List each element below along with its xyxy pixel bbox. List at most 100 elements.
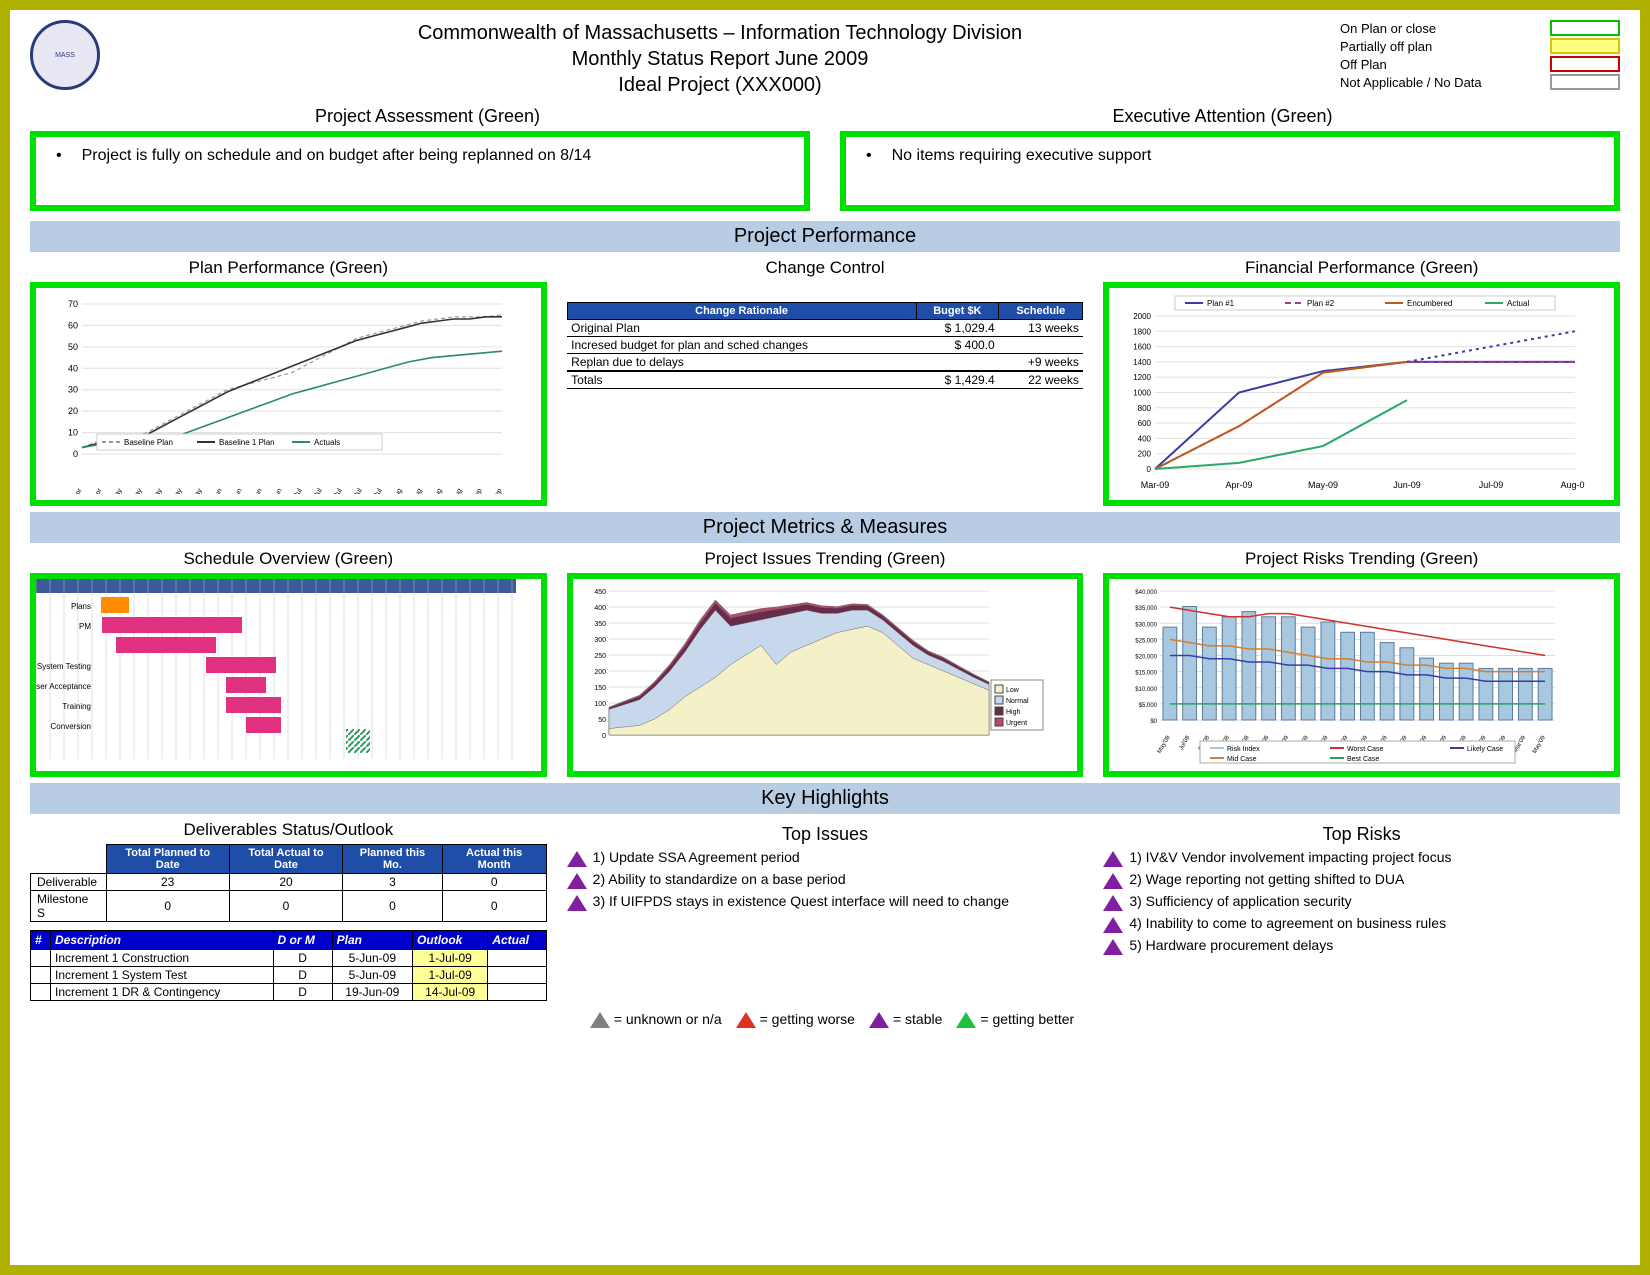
svg-text:10: 10 xyxy=(68,428,78,438)
legend-row: Not Applicable / No Data xyxy=(1340,74,1620,90)
table-row: Increment 1 System TestD5-Jun-091-Jul-09 xyxy=(31,967,547,984)
top-issues-col: Top Issues 1) Update SSA Agreement perio… xyxy=(567,820,1084,1001)
svg-text:High: High xyxy=(1006,709,1021,716)
header-row: MASS Commonwealth of Massachusetts – Inf… xyxy=(30,20,1620,98)
legend-row: Partially off plan xyxy=(1340,38,1620,54)
svg-text:$20,000: $20,000 xyxy=(1136,655,1158,661)
svg-text:$25,000: $25,000 xyxy=(1136,638,1158,644)
svg-text:8-May: 8-May xyxy=(128,487,144,494)
svg-text:22-May: 22-May xyxy=(166,487,184,494)
title-line-2: Monthly Status Report June 2009 xyxy=(100,46,1340,72)
svg-text:0: 0 xyxy=(1147,465,1152,474)
schedule-chart: PlansPMSystem TestingUser AcceptanceTrai… xyxy=(30,573,547,777)
legend-swatch xyxy=(1550,74,1620,90)
legend-swatch xyxy=(1550,56,1620,72)
svg-text:1400: 1400 xyxy=(1134,358,1152,367)
svg-text:300: 300 xyxy=(594,637,606,644)
svg-text:Plan #1: Plan #1 xyxy=(1207,299,1235,308)
svg-text:15-May: 15-May xyxy=(146,487,164,494)
triangle-icon xyxy=(869,1012,889,1028)
legend-label: Off Plan xyxy=(1340,57,1387,72)
list-item: 4) Inability to come to agreement on bus… xyxy=(1103,915,1620,933)
svg-text:$40,000: $40,000 xyxy=(1136,590,1158,596)
svg-text:14-Aug: 14-Aug xyxy=(406,487,423,494)
svg-text:28-Aug: 28-Aug xyxy=(446,487,463,494)
svg-text:3-Jul: 3-Jul xyxy=(290,487,304,494)
svg-text:Encumbered: Encumbered xyxy=(1407,299,1452,308)
svg-text:24-Jul: 24-Jul xyxy=(348,487,364,494)
svg-text:12-Jun: 12-Jun xyxy=(227,487,244,494)
change-control-title: Change Control xyxy=(567,258,1084,278)
performance-bar: Project Performance xyxy=(30,221,1620,252)
svg-text:0: 0 xyxy=(602,733,606,740)
svg-text:10-Jul: 10-Jul xyxy=(308,487,324,494)
svg-text:Conversion: Conversion xyxy=(51,722,91,731)
table-row: Replan due to delays+9 weeks xyxy=(567,354,1083,372)
svg-text:50: 50 xyxy=(68,342,78,352)
svg-text:10-Apr: 10-Apr xyxy=(67,487,84,494)
totals-row: Totals$ 1,429.422 weeks xyxy=(567,371,1083,389)
legend-label: Partially off plan xyxy=(1340,39,1432,54)
svg-text:Likely Case: Likely Case xyxy=(1467,746,1503,753)
svg-text:Risk Index: Risk Index xyxy=(1227,746,1260,753)
svg-text:System Testing: System Testing xyxy=(37,662,91,671)
table-header: Plan xyxy=(332,931,412,950)
table-header: Actual this Month xyxy=(442,845,546,874)
list-text: 4) Inability to come to agreement on bus… xyxy=(1129,915,1446,931)
assessment-right-text: No items requiring executive support xyxy=(892,147,1152,165)
table-header: Change Rationale xyxy=(567,303,916,320)
triangle-icon xyxy=(1103,917,1123,933)
list-item: 5) Hardware procurement delays xyxy=(1103,937,1620,955)
list-item: 1) Update SSA Agreement period xyxy=(567,849,1084,867)
assessment-titles: Project Assessment (Green) Executive Att… xyxy=(30,106,1620,127)
svg-text:$5,000: $5,000 xyxy=(1139,703,1158,709)
table-row: Milestone S0000 xyxy=(31,891,547,922)
schedule-col: Schedule Overview (Green) PlansPMSystem … xyxy=(30,549,547,777)
legend-row: On Plan or close xyxy=(1340,20,1620,36)
svg-text:70: 70 xyxy=(68,299,78,309)
svg-text:1-May: 1-May xyxy=(108,487,124,494)
footer-label: = getting worse xyxy=(760,1011,855,1027)
table-row: Original Plan$ 1,029.413 weeks xyxy=(567,320,1083,337)
table-row: Increment 1 DR & ContingencyD19-Jun-0914… xyxy=(31,984,547,1001)
top-issues-list: 1) Update SSA Agreement period2) Ability… xyxy=(567,849,1084,915)
top-risks-title: Top Risks xyxy=(1103,824,1620,845)
schedule-title: Schedule Overview (Green) xyxy=(30,549,547,569)
svg-text:Plans: Plans xyxy=(71,602,91,611)
svg-text:Actual: Actual xyxy=(1507,299,1529,308)
title-line-1: Commonwealth of Massachusetts – Informat… xyxy=(100,20,1340,46)
svg-text:21-Aug: 21-Aug xyxy=(426,487,443,494)
svg-text:11-Sep: 11-Sep xyxy=(487,487,504,494)
highlights-bar: Key Highlights xyxy=(30,783,1620,814)
issues-chart: 050100150200250300350400450LowNormalHigh… xyxy=(567,573,1084,777)
svg-text:40: 40 xyxy=(68,363,78,373)
legend-row: Off Plan xyxy=(1340,56,1620,72)
legend-swatch xyxy=(1550,20,1620,36)
svg-text:Jun-09: Jun-09 xyxy=(1394,480,1422,490)
svg-text:24-Apr: 24-Apr xyxy=(87,487,104,494)
highlights-row: Deliverables Status/Outlook Total Planne… xyxy=(30,820,1620,1001)
table-header: D or M xyxy=(273,931,332,950)
triangle-icon xyxy=(567,895,587,911)
svg-text:200: 200 xyxy=(1138,450,1152,459)
dashboard-page: MASS Commonwealth of Massachusetts – Inf… xyxy=(0,0,1650,1275)
top-issues-title: Top Issues xyxy=(567,824,1084,845)
list-item: 3) Sufficiency of application security xyxy=(1103,893,1620,911)
list-text: 1) Update SSA Agreement period xyxy=(593,849,800,865)
fin-perf-chart: 0200400600800100012001400160018002000Mar… xyxy=(1103,282,1620,506)
svg-text:31-Jul: 31-Jul xyxy=(368,487,384,494)
svg-text:Mid Case: Mid Case xyxy=(1227,756,1257,763)
svg-text:Training: Training xyxy=(62,702,91,711)
svg-text:29-May: 29-May xyxy=(186,487,204,494)
svg-text:$10,000: $10,000 xyxy=(1136,687,1158,693)
description-table: #DescriptionD or MPlanOutlookActualIncre… xyxy=(30,930,547,1001)
svg-text:1000: 1000 xyxy=(1134,389,1152,398)
triangle-icon xyxy=(590,1012,610,1028)
top-risks-col: Top Risks 1) IV&V Vendor involvement imp… xyxy=(1103,820,1620,1001)
plan-perf-col: Plan Performance (Green) 010203040506070… xyxy=(30,258,547,506)
svg-text:200: 200 xyxy=(594,669,606,676)
footer-label: = getting better xyxy=(980,1011,1074,1027)
svg-text:Low: Low xyxy=(1006,687,1020,694)
svg-text:400: 400 xyxy=(594,605,606,612)
svg-text:4-Sep: 4-Sep xyxy=(468,487,483,494)
